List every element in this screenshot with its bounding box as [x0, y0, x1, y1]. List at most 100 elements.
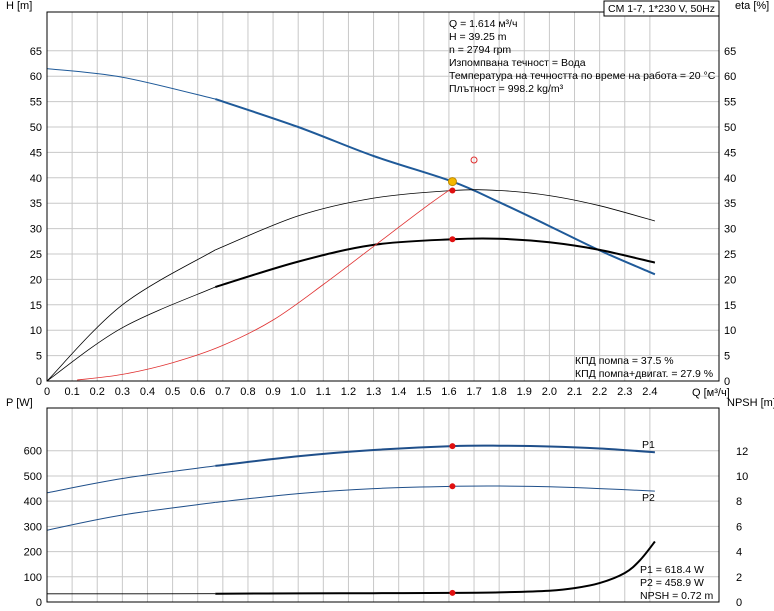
y-tick-label: 600 — [24, 446, 42, 458]
x-tick-label: 2.4 — [642, 386, 657, 398]
y2-axis-label-npsh: NPSH [m] — [727, 397, 774, 409]
npsh-label: NPSH = 0.72 m — [640, 590, 713, 602]
x-tick-label: 0 — [44, 386, 50, 398]
window-title: CM 1-7, 1*230 V, 50Hz — [608, 3, 715, 15]
y-tick-label: 100 — [24, 572, 42, 584]
y2-tick-label: 25 — [724, 249, 736, 261]
y-tick-label: 200 — [24, 547, 42, 559]
x-tick-label: 1.6 — [441, 386, 456, 398]
info-density: Плътност = 998.2 kg/m³ — [449, 83, 564, 95]
y2-tick-label: 65 — [724, 46, 736, 58]
bottom-plot-grid — [47, 408, 719, 602]
x-tick-label: 2.1 — [567, 386, 582, 398]
x-tick-label: 1.4 — [391, 386, 406, 398]
x-tick-label: 2.2 — [592, 386, 607, 398]
y2-tick-label: 0 — [736, 597, 742, 609]
eta-total-label: КПД помпа+двигат. = 27.9 % — [575, 368, 713, 380]
info-flow: Q = 1.614 м³/ч — [449, 18, 517, 30]
y2-tick-label: 50 — [724, 122, 736, 134]
open-point-marker — [470, 156, 478, 164]
x-axis-label-q: Q [м³/ч] — [692, 387, 730, 399]
y2-tick-label: 5 — [724, 351, 730, 363]
info-speed: n = 2794 rpm — [449, 44, 511, 56]
info-temperature: Температура на течността по време на раб… — [449, 70, 716, 82]
duty-point-head — [447, 177, 457, 187]
head-curve-thin — [46, 68, 216, 100]
y2-tick-label: 55 — [724, 97, 736, 109]
y2-tick-label: 2 — [736, 572, 742, 584]
y-tick-label: 0 — [36, 376, 42, 388]
y-tick-label: 10 — [30, 325, 42, 337]
y2-tick-label: 20 — [724, 274, 736, 286]
x-tick-label: 0.3 — [115, 386, 130, 398]
series-label-p2: P2 — [642, 492, 655, 504]
y-tick-label: 35 — [30, 198, 42, 210]
x-tick-label: 0.5 — [165, 386, 180, 398]
y2-axis-label-eta: eta [%] — [735, 0, 769, 12]
axis-tick-labels: 0 0.1 0.2 0.3 0.4 0.5 0.6 0.7 0.8 0.9 1.0 1.1 1.2 1.3… — [24, 46, 749, 609]
x-tick-label: 1.3 — [366, 386, 381, 398]
y2-tick-label: 30 — [724, 224, 736, 236]
top-plot-frame — [46, 11, 720, 382]
duty-point-power — [449, 483, 456, 490]
data-series — [46, 68, 656, 595]
x-tick-label: 0.8 — [240, 386, 255, 398]
y-tick-label: 5 — [36, 351, 42, 363]
y2-tick-label: 60 — [724, 71, 736, 83]
p2-curve-thin — [46, 501, 216, 531]
y-tick-label: 300 — [24, 521, 42, 533]
duty-point-eta — [449, 187, 456, 194]
y-tick-label: 65 — [30, 46, 42, 58]
power-p1-label: P1 = 618.4 W — [640, 564, 704, 576]
eta-pump-curve — [215, 189, 656, 251]
eta-total-curve — [215, 237, 656, 288]
y-tick-label: 45 — [30, 147, 42, 159]
p1-curve — [215, 444, 655, 467]
x-tick-label: 2.0 — [542, 386, 557, 398]
y-tick-label: 50 — [30, 122, 42, 134]
y-tick-label: 20 — [30, 274, 42, 286]
eta-pump-curve-thin — [46, 249, 216, 382]
y2-tick-label: 4 — [736, 547, 742, 559]
npsh-curve — [215, 540, 656, 595]
y2-tick-label: 0 — [724, 376, 730, 388]
y2-tick-label: 10 — [736, 471, 748, 483]
y-axis-label-p: P [W] — [6, 397, 33, 409]
y-tick-label: 15 — [30, 300, 42, 312]
x-tick-label: 0.1 — [64, 386, 79, 398]
y-tick-label: 40 — [30, 173, 42, 185]
y-tick-label: 0 — [36, 597, 42, 609]
y2-tick-label: 35 — [724, 198, 736, 210]
p1-curve-thin — [46, 465, 216, 494]
x-tick-label: 0.6 — [190, 386, 205, 398]
y-tick-label: 55 — [30, 97, 42, 109]
y-tick-label: 30 — [30, 224, 42, 236]
series-label-p1: P1 — [642, 439, 655, 451]
y2-tick-label: 12 — [736, 446, 748, 458]
y-tick-label: 60 — [30, 71, 42, 83]
x-tick-label: 0.7 — [215, 386, 230, 398]
x-tick-label: 1.9 — [517, 386, 532, 398]
bottom-plot-frame — [46, 407, 720, 603]
y2-tick-label: 45 — [724, 147, 736, 159]
y-tick-label: 400 — [24, 496, 42, 508]
x-tick-label: 1.2 — [341, 386, 356, 398]
duty-point-power — [449, 589, 456, 596]
y2-tick-label: 6 — [736, 521, 742, 533]
x-tick-label: 1.5 — [416, 386, 431, 398]
power-p2-label: P2 = 458.9 W — [640, 577, 704, 589]
y2-tick-label: 40 — [724, 173, 736, 185]
y-tick-label: 500 — [24, 471, 42, 483]
title-box — [603, 0, 720, 17]
eta-pump-label: КПД помпа = 37.5 % — [575, 355, 674, 367]
duty-point-markers — [447, 156, 478, 596]
y2-tick-label: 10 — [724, 325, 736, 337]
info-head: H = 39.25 m — [449, 31, 507, 43]
y-axis-label-h: H [m] — [6, 0, 32, 12]
y2-tick-label: 8 — [736, 496, 742, 508]
p2-curve — [215, 485, 655, 503]
eta-total-curve-thin — [46, 286, 216, 382]
y2-tick-label: 15 — [724, 300, 736, 312]
aux-curve — [77, 187, 453, 381]
